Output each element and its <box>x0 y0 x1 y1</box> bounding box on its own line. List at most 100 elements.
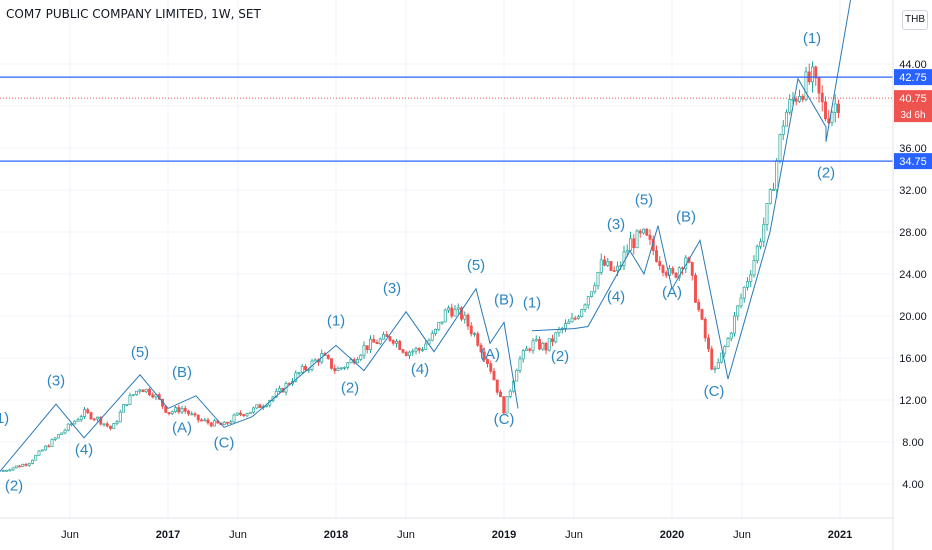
candle-body <box>453 308 457 317</box>
candle-body <box>183 408 187 412</box>
candle-body <box>723 346 727 354</box>
last-price-tag <box>894 90 932 123</box>
candle-body <box>518 358 522 371</box>
wave-label: (C) <box>494 411 515 428</box>
candle-body <box>775 160 779 190</box>
x-tick-label: Jun <box>565 529 583 541</box>
candle-body <box>476 333 480 346</box>
candle-body <box>625 250 629 253</box>
candle-body <box>716 361 720 369</box>
candle-body <box>398 341 402 350</box>
candle-body <box>570 317 574 323</box>
wave-label: (4) <box>411 361 429 378</box>
candle-body <box>437 322 441 330</box>
candle-body <box>294 372 298 382</box>
candle-body <box>482 351 486 360</box>
candle-body <box>18 465 21 468</box>
wave-label: (A) <box>172 420 192 437</box>
candle-body <box>112 423 116 429</box>
candle-body <box>125 404 129 406</box>
level-tag-label: 34.75 <box>899 156 927 168</box>
candle-body <box>79 416 83 421</box>
candle-body <box>700 309 704 320</box>
candle-body <box>24 464 28 466</box>
candle-body <box>200 419 203 422</box>
candle-body <box>274 391 278 398</box>
candle-body <box>391 340 395 344</box>
horizontal-levels[interactable] <box>0 76 893 162</box>
candle-body <box>47 445 51 448</box>
candle-body <box>235 412 239 416</box>
candle-body <box>629 238 632 251</box>
candle-body <box>356 359 359 364</box>
candle-body <box>603 259 606 266</box>
candle-body <box>336 367 340 372</box>
candle-body <box>781 125 785 135</box>
candle-body <box>638 230 642 234</box>
candle-body <box>151 394 155 398</box>
candle-body <box>138 389 142 392</box>
candle-body <box>170 411 174 414</box>
candle-body <box>609 261 613 271</box>
candle-body <box>655 250 658 262</box>
candle-body <box>105 423 109 427</box>
price-tags: 42.75 34.75 40.75 3d 6h <box>894 69 932 170</box>
candle-body <box>339 367 343 370</box>
candle-body <box>768 189 772 204</box>
candle-body <box>690 262 694 276</box>
currency-badge[interactable]: THB <box>902 10 928 30</box>
wave-label: (2) <box>5 477 23 494</box>
candle-body <box>190 413 194 416</box>
candle-body <box>538 339 541 350</box>
candle-body <box>193 413 197 416</box>
candle-body <box>697 302 701 310</box>
candle-body <box>495 379 499 393</box>
candle-body <box>239 412 242 415</box>
countdown-label: 3d 6h <box>900 110 925 121</box>
wave-label: (B) <box>172 364 192 381</box>
candle-body <box>5 469 8 472</box>
level-tag <box>894 153 932 170</box>
candle-body <box>313 359 317 362</box>
candle-body <box>508 390 512 397</box>
candle-body <box>703 318 707 339</box>
candle-body <box>382 334 385 340</box>
candle-body <box>778 134 782 162</box>
wave-label: (4) <box>75 442 93 459</box>
candle-body <box>34 454 38 461</box>
candle-body <box>486 359 489 364</box>
candle-body <box>804 71 808 100</box>
candle-body <box>837 103 840 114</box>
candle-body <box>554 332 558 343</box>
candle-body <box>177 407 181 413</box>
candle-body <box>632 238 636 249</box>
candle-body <box>460 307 463 320</box>
candle-body <box>365 345 369 350</box>
y-tick-label: 28.00 <box>899 227 927 239</box>
candle-body <box>395 341 398 344</box>
candle-body <box>229 421 233 424</box>
candle-body <box>21 464 25 467</box>
candle-body <box>564 323 567 329</box>
y-tick-label: 4.00 <box>902 479 923 491</box>
candle-body <box>729 332 733 339</box>
time-axis[interactable]: Jun 2017 Jun 2018 Jun 2019 Jun 2020 Jun 2021 <box>0 517 893 541</box>
wave-label: (1) <box>0 410 9 427</box>
wave-label: (4) <box>607 288 625 305</box>
candle-body <box>144 388 148 393</box>
candle-body <box>557 329 561 334</box>
candle-body <box>833 103 837 113</box>
x-tick-label: 2018 <box>324 529 348 541</box>
candle-body <box>596 271 600 287</box>
candle-body <box>583 304 587 310</box>
candle-body <box>765 203 769 225</box>
wave-label: (3) <box>383 280 401 297</box>
y-tick-label: 36.00 <box>899 143 927 155</box>
candle-body <box>362 345 366 356</box>
x-tick-label: Jun <box>229 529 247 541</box>
wave-label: (1) <box>803 30 821 47</box>
candle-body <box>443 309 447 323</box>
candle-body <box>645 228 649 236</box>
candle-body <box>73 420 77 425</box>
